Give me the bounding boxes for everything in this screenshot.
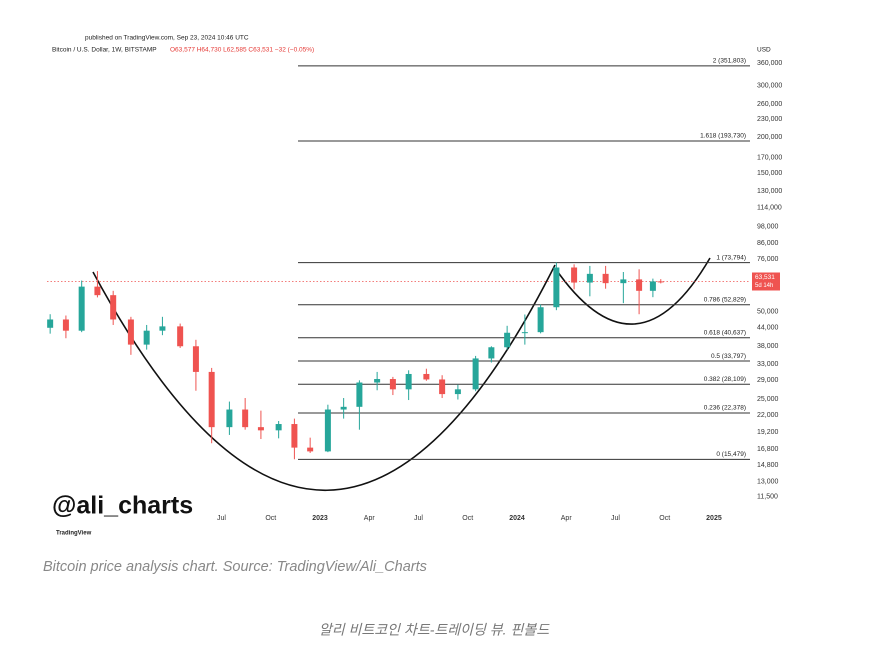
fib-label: 0.786 (52,829) bbox=[704, 296, 746, 303]
candle-body bbox=[636, 279, 643, 291]
handle-curve bbox=[554, 257, 711, 325]
y-tick-label: 25,000 bbox=[757, 396, 779, 403]
candle-body bbox=[226, 409, 233, 428]
y-tick-label: 29,000 bbox=[757, 377, 779, 384]
fib-label: 1 (73,794) bbox=[716, 254, 746, 261]
published-line: published on TradingView.com, Sep 23, 20… bbox=[85, 35, 249, 42]
fib-label: 0 (15,479) bbox=[716, 451, 746, 458]
y-tick-label: 76,000 bbox=[757, 256, 779, 263]
candle-body bbox=[143, 330, 150, 345]
candle-body bbox=[374, 379, 381, 383]
candle-body bbox=[356, 382, 363, 407]
candle-body bbox=[586, 273, 593, 283]
candle-body bbox=[405, 373, 412, 390]
price-tag-label: 63,531 bbox=[755, 274, 775, 281]
candle-body bbox=[47, 319, 54, 328]
candle-body bbox=[657, 281, 664, 283]
x-tick-label: 2025 bbox=[706, 515, 722, 522]
candle-body bbox=[275, 424, 282, 431]
candle-body bbox=[110, 295, 117, 320]
fib-label: 1.618 (193,730) bbox=[700, 133, 746, 140]
countdown: 5d 14h bbox=[755, 283, 773, 289]
candle-body bbox=[242, 409, 249, 428]
candle-body bbox=[94, 286, 101, 296]
candle-body bbox=[340, 406, 347, 410]
y-tick-label: 16,800 bbox=[757, 446, 779, 453]
fib-label: 0.618 (40,637) bbox=[704, 330, 746, 337]
y-tick-label: 300,000 bbox=[757, 83, 782, 90]
x-tick-label: Apr bbox=[561, 515, 573, 522]
candle-body bbox=[649, 281, 656, 291]
candle-body bbox=[521, 332, 528, 334]
candle-body bbox=[62, 319, 69, 331]
y-tick-label: 44,000 bbox=[757, 325, 779, 332]
candle-body bbox=[454, 389, 461, 395]
ohlc: O63,577 H64,730 L62,585 C63,531 −32 (−0.… bbox=[170, 47, 314, 54]
y-tick-label: 170,000 bbox=[757, 154, 782, 161]
y-tick-label: 11,500 bbox=[757, 494, 778, 501]
y-tick-label: 19,200 bbox=[757, 429, 779, 436]
footer: 알리 비트코인 차트-트레이딩 뷰. 핀볼드 bbox=[319, 622, 550, 638]
candle-body bbox=[192, 346, 199, 372]
y-tick-label: 260,000 bbox=[757, 101, 782, 108]
y-tick-label: 22,000 bbox=[757, 412, 779, 419]
y-tick-label: 33,000 bbox=[757, 361, 779, 368]
y-tick-label: 150,000 bbox=[757, 170, 782, 177]
y-tick-label: 130,000 bbox=[757, 188, 782, 195]
candle-body bbox=[324, 409, 331, 452]
x-tick-label: Jul bbox=[217, 515, 226, 522]
chart-frame bbox=[45, 30, 786, 542]
x-tick-label: Jul bbox=[611, 515, 620, 522]
fib-label: 0.236 (22,378) bbox=[704, 405, 746, 412]
brand: TradingView bbox=[56, 531, 92, 537]
y-tick-label: 360,000 bbox=[757, 60, 782, 67]
candle-body bbox=[127, 319, 134, 345]
y-tick-label: 86,000 bbox=[757, 240, 779, 247]
x-tick-label: 2023 bbox=[312, 515, 328, 522]
x-tick-label: Oct bbox=[659, 515, 670, 522]
cup-curve bbox=[92, 264, 556, 491]
y-tick-label: 230,000 bbox=[757, 116, 782, 123]
x-tick-label: Apr bbox=[364, 515, 376, 522]
candle-body bbox=[537, 307, 544, 333]
x-tick-label: Oct bbox=[265, 515, 276, 522]
candle-body bbox=[78, 286, 85, 331]
y-tick-label: 98,000 bbox=[757, 224, 779, 231]
candle-body bbox=[208, 371, 215, 428]
watermark: @ali_charts bbox=[52, 492, 193, 520]
y-tick-label: 13,000 bbox=[757, 478, 779, 485]
y-tick-label: 200,000 bbox=[757, 134, 782, 141]
currency: USD bbox=[757, 47, 771, 54]
candle-body bbox=[504, 332, 511, 348]
symbol: Bitcoin / U.S. Dollar, 1W, BITSTAMP bbox=[52, 47, 157, 54]
candle-body bbox=[488, 347, 495, 359]
candle-body bbox=[291, 424, 298, 448]
candle-body bbox=[423, 373, 430, 380]
y-tick-label: 114,000 bbox=[757, 205, 782, 212]
candle-body bbox=[439, 379, 446, 395]
x-tick-label: Oct bbox=[462, 515, 473, 522]
price-tag bbox=[752, 272, 780, 291]
fib-label: 2 (351,803) bbox=[713, 58, 746, 65]
candle-body bbox=[177, 326, 184, 347]
candle-body bbox=[159, 326, 166, 331]
y-tick-label: 14,800 bbox=[757, 462, 779, 469]
candle-body bbox=[307, 447, 314, 452]
x-tick-label: 2024 bbox=[509, 515, 525, 522]
fib-label: 0.382 (28,109) bbox=[704, 376, 746, 383]
candle-body bbox=[553, 267, 560, 308]
fib-label: 0.5 (33,797) bbox=[711, 353, 746, 360]
candle-body bbox=[257, 427, 264, 431]
candle-body bbox=[602, 273, 609, 284]
candle-body bbox=[620, 279, 627, 284]
y-tick-label: 38,000 bbox=[757, 343, 779, 350]
candle-body bbox=[472, 358, 479, 390]
candle-body bbox=[571, 267, 578, 283]
y-tick-label: 50,000 bbox=[757, 309, 779, 316]
caption: Bitcoin price analysis chart. Source: Tr… bbox=[43, 559, 427, 575]
x-tick-label: Jul bbox=[414, 515, 423, 522]
candle-body bbox=[389, 379, 396, 390]
